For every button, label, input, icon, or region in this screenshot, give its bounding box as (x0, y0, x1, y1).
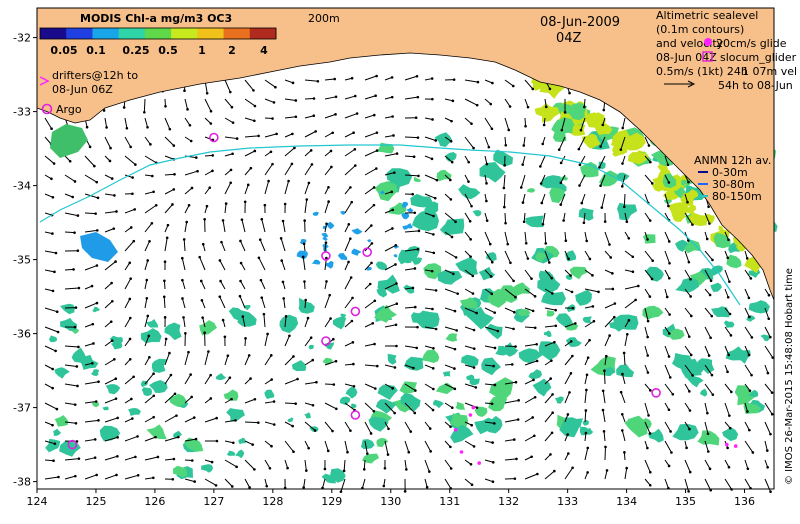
x-tick-label: 135 (675, 495, 696, 508)
x-axis: 124 125 126 127 128 129 130 131 132 133 134 135 136 (27, 489, 756, 508)
drifter-point (477, 461, 481, 465)
isobath-label: 200m (308, 12, 340, 25)
alt-legend-overlay-a: 20cm/s glide (716, 37, 787, 50)
drifter-point (472, 406, 476, 410)
x-tick-label: 133 (557, 495, 578, 508)
alt-legend-line5: 0.5m/s (1kt) 24h (656, 65, 748, 78)
x-tick-label: 128 (262, 495, 283, 508)
y-tick-label: -36 (13, 328, 31, 341)
colorbar-swatch (197, 28, 224, 39)
x-tick-label: 125 (85, 495, 106, 508)
colorbar-swatch (66, 28, 93, 39)
colorbar-tick: 0.25 (122, 44, 149, 57)
drifter-point (734, 444, 738, 448)
y-tick-label: -38 (13, 476, 31, 489)
x-tick-label: 130 (380, 495, 401, 508)
x-tick-label: 136 (734, 495, 755, 508)
drifters-legend-line1: drifters@12h to (52, 69, 138, 82)
colorbar-swatch (250, 28, 277, 39)
date-label: 08-Jun-2009 (540, 15, 620, 30)
y-tick-label: -37 (13, 402, 31, 415)
alt-legend-overlay-c: 1 07m vel (742, 65, 797, 78)
colorbar-swatch (224, 28, 251, 39)
y-tick-label: -32 (13, 32, 31, 45)
alt-legend-overlay-b: slocum_glider (720, 51, 797, 64)
colorbar-swatch (40, 28, 67, 39)
x-tick-label: 134 (616, 495, 637, 508)
x-tick-label: 127 (203, 495, 224, 508)
drifter-point (469, 413, 473, 417)
y-axis: -32 -33 -34 -35 -36 -37 -38 (13, 32, 37, 489)
colorbar-tick: 0.1 (86, 44, 106, 57)
y-tick-label: -35 (13, 254, 31, 267)
colorbar-tick: 0.05 (50, 44, 77, 57)
colorbar-tick: 2 (228, 44, 236, 57)
glider-legend-dot (704, 38, 712, 46)
drifter-point (460, 450, 464, 454)
colorbar-title: MODIS Chl-a mg/m3 OC3 (80, 12, 232, 25)
colorbar-swatch (119, 28, 146, 39)
colorbar-tick: 0.5 (158, 44, 178, 57)
credit-text: © IMOS 26-Mar-2015 15:48:08 Hobart time (784, 268, 795, 485)
drifters-legend-line2: 08-Jun 06Z (52, 83, 113, 96)
colorbar-tick: 1 (198, 44, 206, 57)
colorbar-swatch (171, 28, 198, 39)
drifter-point (725, 443, 729, 447)
x-tick-label: 129 (321, 495, 342, 508)
alt-legend-overlay-d: 54h to 08-Jun (718, 79, 793, 92)
x-tick-label: 126 (144, 495, 165, 508)
colorbar-tick: 4 (260, 44, 268, 57)
x-tick-label: 131 (439, 495, 460, 508)
colorbar-swatch (145, 28, 172, 39)
alt-legend-line1: Altimetric sealevel (656, 9, 758, 22)
y-tick-label: -33 (13, 106, 31, 119)
drifter-point (454, 428, 458, 432)
alt-legend-line4: 08-Jun 04Z (656, 51, 717, 64)
anmn-legend-item: 80-150m (712, 190, 762, 203)
time-label: 04Z (556, 31, 582, 46)
colorbar-swatch (92, 28, 119, 39)
x-tick-label: 132 (498, 495, 519, 508)
y-tick-label: -34 (13, 180, 31, 193)
argo-legend-label: Argo (56, 103, 82, 116)
alt-legend-line2: (0.1m contours) (656, 23, 744, 36)
x-tick-label: 124 (27, 495, 48, 508)
alt-legend-line3: and velocity (656, 37, 724, 50)
